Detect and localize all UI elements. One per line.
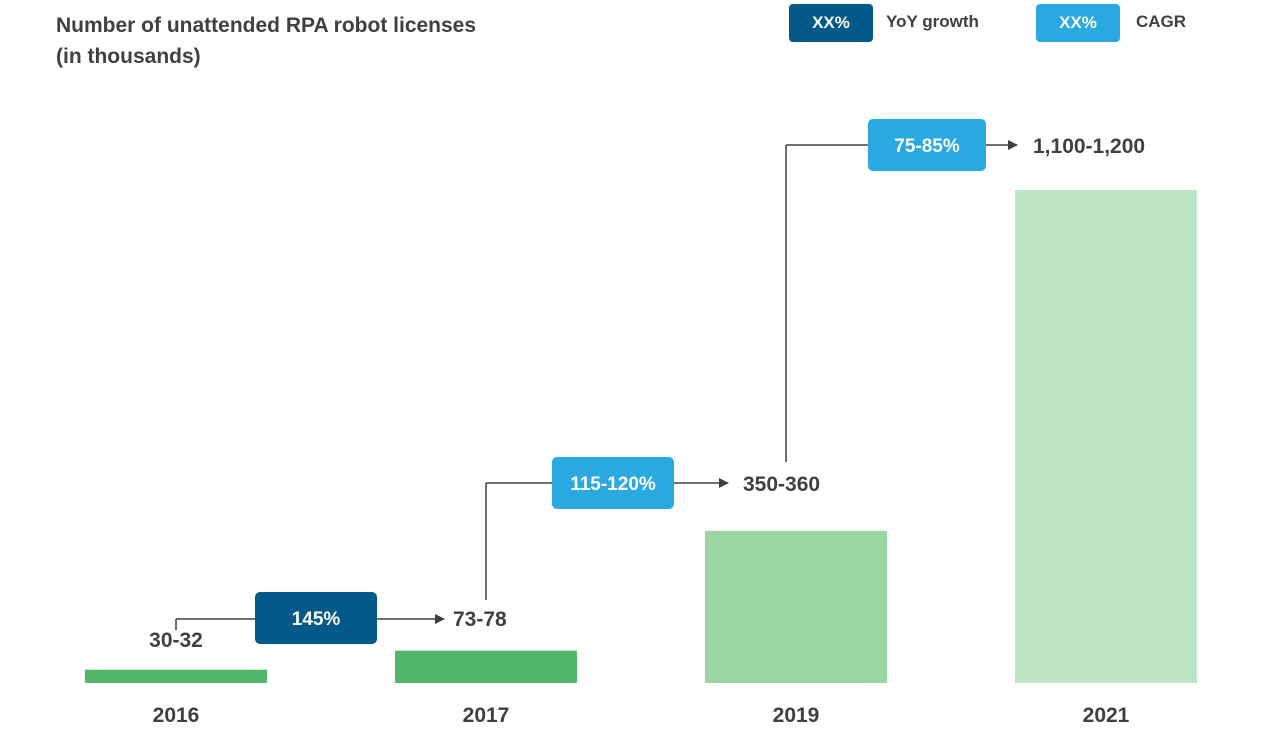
- x-tick-label-2016: 2016: [153, 704, 200, 727]
- growth-badge-2016-2017: [255, 592, 377, 644]
- legend-yoy-badge: XX%: [789, 4, 873, 42]
- bar-2021: [1015, 190, 1197, 683]
- legend-yoy-label: YoY growth: [886, 12, 979, 31]
- x-tick-label-2019: 2019: [773, 704, 820, 727]
- chart-title: Number of unattended RPA robot licenses …: [56, 10, 476, 72]
- growth-badge-2019-2021: [868, 119, 986, 171]
- growth-label-2016-2017: 145%: [292, 609, 341, 630]
- growth-label-2019-2021: 75-85%: [894, 136, 960, 157]
- growth-badge-2017-2019: [552, 457, 674, 509]
- legend-cagr-label: CAGR: [1136, 12, 1187, 31]
- bar-2017: [395, 650, 577, 683]
- value-label-2016: 30-32: [149, 629, 203, 652]
- legend-cagr-badge: XX%: [1036, 4, 1120, 42]
- x-tick-label-2021: 2021: [1083, 704, 1130, 727]
- growth-label-2017-2019: 115-120%: [570, 474, 656, 495]
- chart-title-line2: (in thousands): [56, 45, 201, 68]
- value-label-2021: 1,100-1,200: [1033, 135, 1145, 158]
- x-tick-label-2017: 2017: [463, 704, 510, 727]
- value-label-2019: 350-360: [743, 473, 820, 496]
- value-label-2017: 73-78: [453, 608, 507, 631]
- chart-title-line1: Number of unattended RPA robot licenses: [56, 14, 477, 37]
- bar-2016: [85, 669, 267, 683]
- bar-2019: [705, 530, 887, 683]
